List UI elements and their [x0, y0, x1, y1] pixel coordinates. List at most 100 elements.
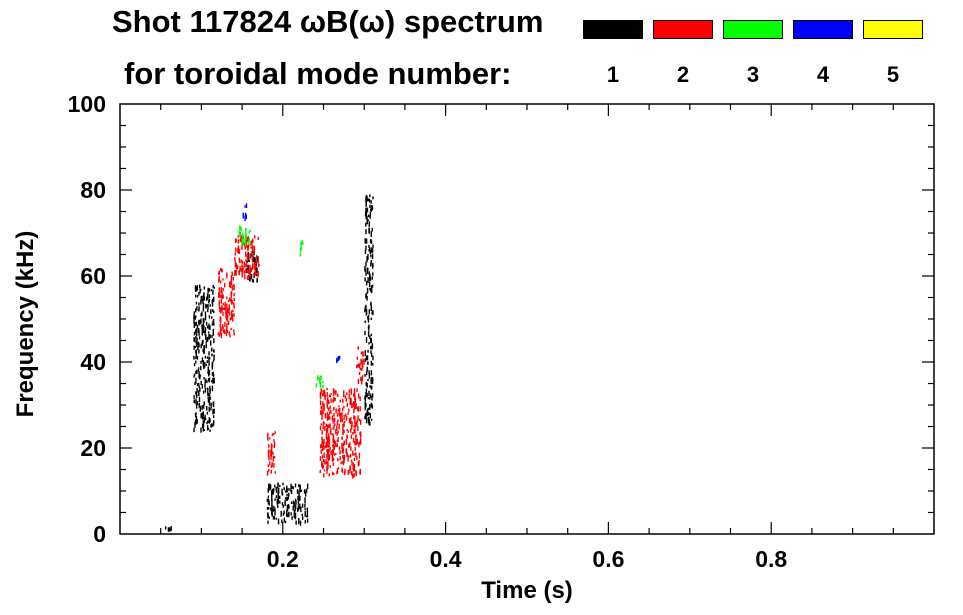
spectrum-point-mode-1: [208, 394, 211, 400]
spectrum-point-mode-2: [227, 320, 230, 326]
spectrum-point-mode-2: [339, 419, 342, 423]
spectrum-point-mode-1: [198, 330, 200, 336]
spectrum-point-mode-2: [237, 245, 240, 249]
spectrum-point-mode-2: [354, 422, 357, 428]
spectrum-point-mode-2: [339, 399, 341, 403]
spectrum-point-mode-2: [319, 456, 322, 461]
spectrum-point-mode-1: [305, 488, 308, 493]
spectrum-point-mode-1: [292, 486, 295, 490]
spectrum-point-mode-2: [218, 289, 221, 294]
spectrum-point-mode-1: [204, 332, 206, 336]
spectrum-point-mode-1: [369, 214, 371, 219]
spectrum-point-mode-1: [196, 294, 199, 298]
spectrum-point-mode-2: [326, 400, 328, 406]
spectrum-point-mode-1: [367, 397, 370, 400]
spectrum-point-mode-2: [358, 363, 360, 368]
spectrum-point-mode-4: [336, 358, 338, 362]
spectrum-point-mode-1: [273, 516, 276, 520]
spectrum-point-mode-1: [208, 377, 211, 381]
spectrum-point-mode-1: [208, 393, 210, 397]
spectrum-point-mode-2: [225, 307, 227, 314]
spectrum-point-mode-1: [286, 508, 289, 512]
spectrum-point-mode-2: [224, 283, 226, 288]
spectrum-point-mode-2: [231, 273, 234, 277]
axis-ticks: [120, 104, 934, 534]
spectrum-point-mode-2: [237, 235, 240, 238]
spectrum-point-mode-1: [204, 414, 206, 419]
spectrum-point-mode-2: [221, 295, 223, 300]
spectrum-point-mode-2: [358, 418, 361, 422]
spectrum-point-mode-2: [241, 267, 243, 272]
spectrum-point-mode-1: [365, 194, 368, 197]
spectrum-point-mode-1: [208, 315, 211, 319]
spectrum-point-mode-1: [198, 390, 200, 395]
spectrum-point-mode-2: [353, 425, 355, 428]
spectrum-point-mode-1: [206, 325, 209, 329]
spectrum-point-mode-1: [204, 418, 207, 421]
spectrum-point-mode-2: [357, 346, 360, 350]
spectrum-point-mode-2: [245, 268, 247, 274]
spectrum-point-mode-1: [365, 371, 368, 376]
spectrum-point-mode-1: [268, 500, 270, 506]
spectrum-point-mode-2: [232, 318, 234, 322]
spectrum-point-mode-2: [345, 415, 348, 421]
spectrum-point-mode-2: [230, 274, 233, 281]
spectrum-point-mode-1: [368, 370, 370, 375]
spectrum-point-mode-2: [271, 433, 274, 437]
spectrum-point-mode-1: [365, 213, 368, 217]
spectrum-point-mode-1: [294, 504, 297, 510]
spectrum-point-mode-1: [202, 318, 205, 322]
spectrum-point-mode-1: [203, 292, 205, 296]
spectrum-point-mode-1: [195, 332, 198, 337]
spectrum-point-mode-1: [207, 427, 210, 430]
spectrum-point-mode-1: [193, 373, 196, 377]
spectrum-point-mode-2: [332, 462, 335, 466]
spectrum-point-mode-2: [335, 390, 337, 396]
spectrum-point-mode-2: [333, 445, 336, 451]
spectrum-point-mode-2: [334, 440, 337, 446]
spectrum-point-mode-1: [249, 276, 251, 282]
spectrum-point-mode-1: [212, 289, 214, 295]
spectrum-point-mode-1: [301, 516, 304, 520]
spectrum-point-mode-2: [332, 418, 334, 424]
spectrum-point-mode-2: [329, 465, 332, 468]
spectrum-point-mode-2: [341, 469, 344, 473]
spectrum-point-mode-2: [274, 431, 276, 434]
spectrum-point-mode-2: [356, 356, 359, 360]
spectrum-point-mode-2: [226, 296, 228, 300]
spectrum-point-mode-1: [283, 517, 286, 523]
spectrum-point-mode-2: [329, 395, 332, 398]
spectrum-point-mode-2: [234, 270, 236, 276]
spectrum-point-mode-1: [203, 294, 205, 297]
spectrum-point-mode-2: [230, 279, 233, 286]
spectrum-point-mode-4: [244, 215, 246, 222]
spectrum-point-mode-2: [332, 433, 334, 436]
spectrum-point-mode-2: [326, 453, 328, 459]
spectrum-point-mode-2: [328, 435, 330, 439]
spectrum-point-mode-1: [368, 249, 370, 252]
spectrum-point-mode-1: [205, 363, 208, 366]
spectrum-point-mode-1: [200, 343, 202, 349]
spectrum-point-mode-3: [238, 230, 240, 234]
spectrum-point-mode-3: [245, 241, 247, 247]
spectrum-point-mode-1: [203, 429, 206, 432]
spectrum-point-mode-2: [266, 470, 269, 476]
spectrum-point-mode-1: [370, 308, 373, 311]
spectrum-point-mode-2: [226, 329, 229, 334]
spectrum-point-mode-2: [346, 452, 348, 457]
spectrum-point-mode-1: [281, 519, 283, 523]
spectrum-point-mode-1: [272, 508, 275, 512]
spectrum-point-mode-1: [290, 488, 292, 493]
spectrum-point-mode-1: [193, 311, 196, 315]
spectrum-point-mode-2: [321, 436, 323, 440]
spectrum-point-mode-2: [218, 291, 221, 296]
spectrum-point-mode-1: [370, 317, 373, 321]
spectrum-point-mode-2: [356, 388, 358, 393]
spectrum-point-mode-1: [268, 516, 271, 520]
spectrum-point-mode-1: [275, 517, 278, 520]
spectrum-point-mode-2: [239, 265, 241, 271]
spectrum-point-mode-1: [281, 488, 283, 495]
spectrum-point-mode-1: [195, 370, 197, 375]
spectrum-point-mode-1: [372, 362, 374, 366]
spectrum-point-mode-2: [350, 399, 352, 404]
